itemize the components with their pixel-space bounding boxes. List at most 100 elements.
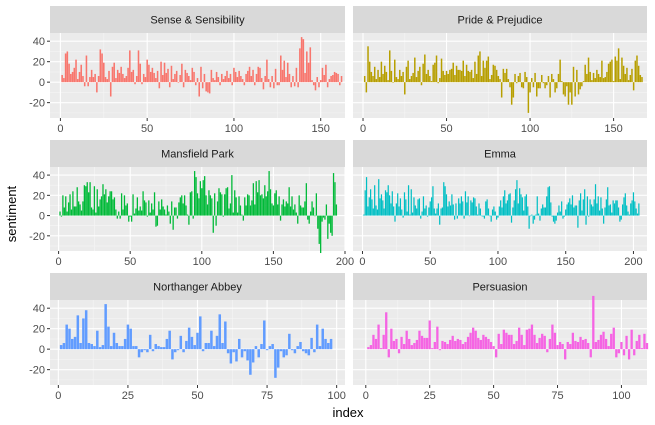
- bar: [204, 343, 208, 350]
- bar: [129, 328, 132, 350]
- bar: [567, 202, 570, 216]
- bar: [510, 82, 513, 105]
- bar: [546, 196, 548, 216]
- bar: [120, 66, 122, 83]
- bar: [598, 210, 601, 216]
- bar: [271, 344, 274, 350]
- bar: [171, 349, 174, 360]
- bar: [326, 82, 329, 88]
- bar: [630, 203, 632, 216]
- bar: [115, 78, 117, 83]
- x-tick-label: 25: [424, 390, 436, 402]
- bar: [601, 208, 603, 216]
- bar: [402, 344, 406, 350]
- bar: [455, 203, 457, 216]
- bar: [527, 82, 530, 113]
- bar: [469, 71, 471, 83]
- bar: [539, 215, 541, 221]
- bar: [192, 215, 194, 219]
- bar: [186, 214, 189, 216]
- bar: [607, 63, 610, 83]
- bar: [445, 70, 448, 83]
- bar: [205, 195, 207, 216]
- bar: [444, 74, 446, 83]
- bar: [412, 72, 414, 83]
- bar: [290, 349, 294, 351]
- bar: [562, 215, 564, 219]
- bar: [497, 215, 499, 218]
- bar: [546, 82, 548, 86]
- bar: [122, 73, 124, 83]
- bar: [175, 70, 178, 83]
- bar: [246, 349, 249, 361]
- bar: [501, 207, 503, 216]
- bar: [226, 70, 228, 83]
- bar: [612, 327, 615, 350]
- bar: [63, 78, 65, 83]
- x-tick-label: 75: [551, 390, 563, 402]
- bar: [424, 54, 426, 83]
- y-tick-label: 0: [39, 77, 45, 89]
- bar: [80, 210, 83, 216]
- bar: [588, 215, 590, 217]
- bar: [333, 71, 336, 83]
- bar: [78, 71, 81, 83]
- bar: [123, 195, 126, 216]
- bar: [126, 203, 128, 216]
- bar: [224, 76, 227, 83]
- bar: [276, 349, 280, 368]
- bar: [278, 82, 280, 86]
- bar: [317, 215, 319, 229]
- bar: [76, 187, 78, 216]
- bar: [155, 215, 157, 227]
- bar: [405, 199, 407, 216]
- bar: [185, 340, 188, 350]
- bar: [614, 56, 617, 83]
- bar: [429, 76, 431, 83]
- bar: [151, 203, 153, 216]
- bar: [420, 335, 424, 350]
- bar: [398, 206, 400, 216]
- bar: [389, 50, 391, 83]
- bar: [312, 82, 315, 86]
- bar: [227, 78, 230, 83]
- bar: [525, 77, 528, 83]
- bar: [561, 201, 563, 216]
- bar: [532, 82, 535, 88]
- y-axis-title: sentiment: [4, 185, 19, 242]
- bar: [179, 197, 181, 216]
- bar: [445, 194, 448, 216]
- bar: [304, 349, 308, 354]
- bar: [243, 82, 246, 86]
- bar: [143, 349, 146, 351]
- bar: [480, 76, 483, 83]
- bar: [387, 185, 389, 216]
- bar: [172, 79, 174, 83]
- bar: [302, 39, 305, 83]
- bar: [392, 82, 394, 83]
- bar: [85, 55, 88, 83]
- bar: [559, 59, 561, 83]
- bar: [304, 201, 306, 216]
- bar: [481, 215, 483, 217]
- bar: [585, 215, 587, 225]
- bar: [123, 78, 126, 83]
- bar: [504, 72, 506, 83]
- bar: [284, 206, 286, 216]
- bar: [566, 82, 568, 87]
- bar: [85, 186, 87, 216]
- bar: [640, 348, 644, 350]
- bar: [113, 62, 115, 83]
- panel-background: [50, 33, 345, 118]
- bar: [410, 345, 413, 350]
- bar: [542, 82, 545, 84]
- bar: [315, 324, 319, 350]
- bar: [572, 66, 575, 83]
- bar: [175, 207, 177, 216]
- bar: [234, 71, 237, 83]
- bar: [489, 341, 493, 350]
- bar: [135, 346, 138, 350]
- bar: [500, 200, 502, 216]
- bar: [449, 339, 452, 350]
- bar: [413, 197, 415, 216]
